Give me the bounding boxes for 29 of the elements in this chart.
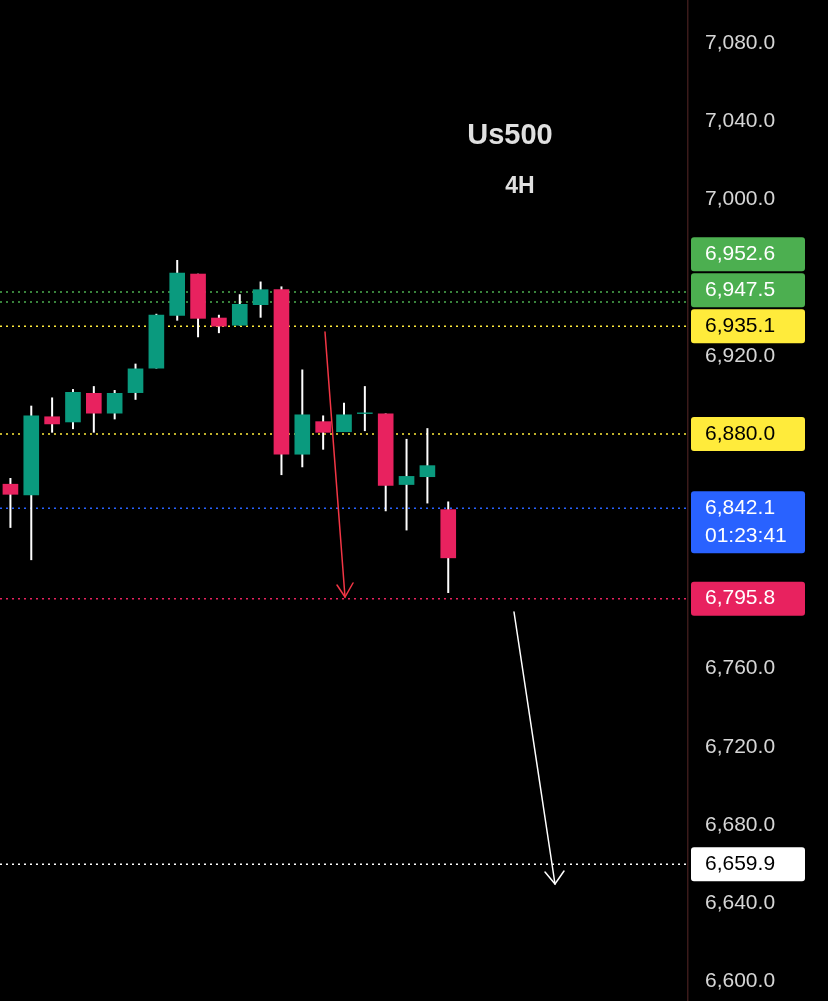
ref-line-label: 6,935.1 [705,313,776,337]
candlestick [86,385,102,434]
candlestick [44,396,60,434]
candlestick [336,401,352,434]
candlestick [252,280,269,319]
candlestick [106,389,123,421]
y-tick-label: 7,040.0 [705,108,776,132]
text: 4H [505,172,535,199]
candlestick [231,293,248,327]
y-tick-label: 6,920.0 [705,342,776,366]
y-tick-label: 6,640.0 [705,890,776,914]
y-tick-label: 6,720.0 [705,733,776,757]
y-tick-label: 6,600.0 [705,968,776,992]
y-tick-label: 6,680.0 [705,811,776,835]
ref-line-label: 6,947.5 [705,277,776,301]
candlestick [419,427,436,505]
candlestick [2,477,19,529]
candlestick [398,437,415,532]
text: Us500 [467,118,553,150]
ref-line-label: 6,795.8 [705,585,776,609]
candlestick [315,414,331,451]
ref-line-label: 6,842.1 01:23:41 [705,494,787,546]
ref-line-label: 6,659.9 [705,851,776,875]
candlestick [211,313,227,335]
y-tick-label: 7,000.0 [705,186,776,210]
y-tick-label: 6,760.0 [705,655,776,679]
y-tick-label: 7,080.0 [705,29,776,53]
ref-line-label: 6,952.6 [705,241,776,265]
ref-line-label: 6,880.0 [705,420,776,444]
